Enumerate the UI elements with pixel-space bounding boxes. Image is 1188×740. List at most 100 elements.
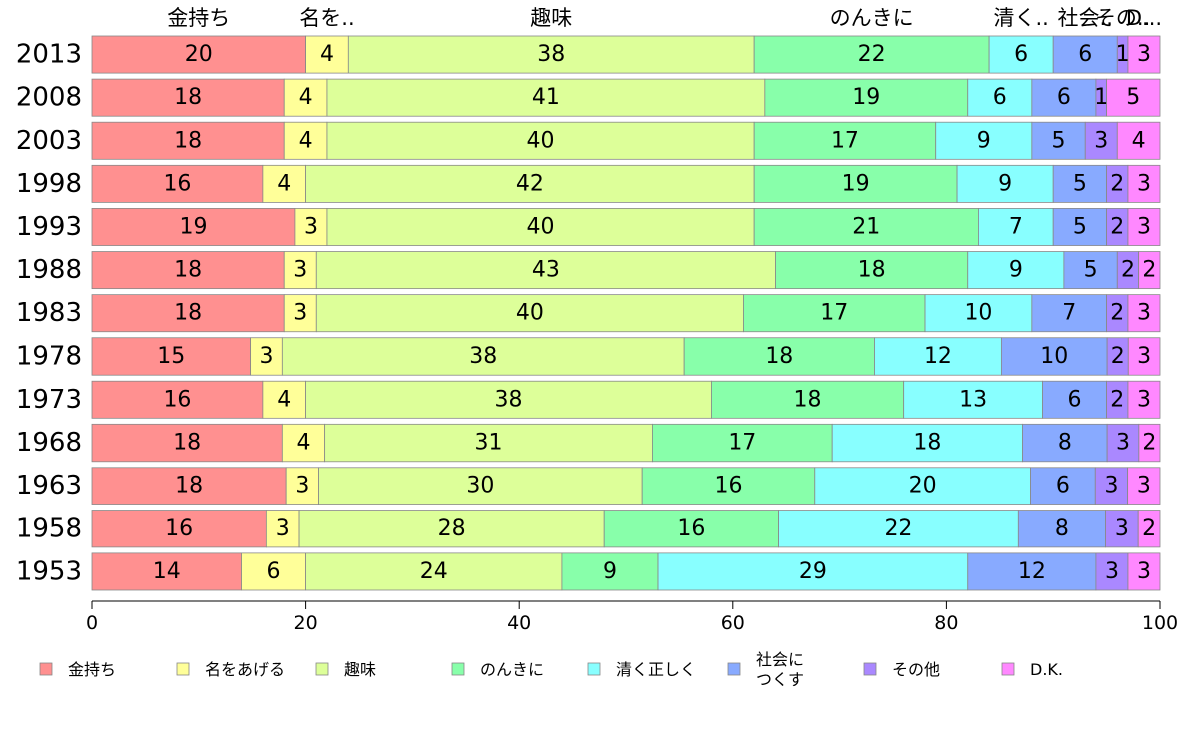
top-category-label: 趣味 [530, 6, 572, 30]
data-label: 22 [858, 42, 886, 67]
data-label: 3 [1116, 431, 1130, 456]
bar-segment [1127, 337, 1161, 376]
legend-swatch [587, 662, 601, 676]
legend-label: その他 [892, 660, 940, 679]
data-label: 3 [1137, 171, 1151, 196]
legend-label-line: 趣味 [344, 660, 376, 679]
bar-segment [753, 164, 958, 203]
data-label: 3 [304, 214, 318, 239]
legend-label-line: その他 [892, 660, 940, 679]
bar-segment [294, 208, 328, 246]
bar-segment [91, 35, 307, 74]
year-label: 1958 [16, 514, 82, 544]
bar-segment [1052, 35, 1118, 74]
bar-segment [641, 467, 816, 505]
bar-segment [711, 380, 905, 419]
legend-label: D.K. [1030, 660, 1063, 679]
bar-segment [326, 78, 766, 117]
data-label: 3 [1137, 301, 1151, 326]
data-label: 19 [852, 85, 880, 110]
bar-segment [1042, 380, 1108, 419]
bar-segment [1127, 208, 1161, 246]
data-label: 43 [532, 258, 560, 283]
bar-segment [285, 467, 319, 505]
data-label: 5 [1084, 258, 1098, 283]
bar-segment [764, 78, 969, 117]
data-label: 6 [1078, 42, 1092, 67]
bar-segment [1030, 467, 1096, 505]
bar-segment [1031, 78, 1097, 117]
year-label: 2013 [16, 40, 82, 70]
data-label: 4 [277, 171, 291, 196]
bar-segment [91, 467, 287, 505]
data-label: 9 [977, 128, 991, 153]
data-label: 2 [1110, 301, 1124, 326]
data-label: 38 [537, 42, 565, 67]
bar-segment [753, 35, 990, 74]
data-label: 20 [185, 42, 213, 67]
bar-segment [326, 121, 755, 160]
bar-segment [1052, 164, 1107, 203]
data-label: 16 [163, 171, 191, 196]
data-label: 10 [964, 301, 992, 326]
legend-swatch [39, 662, 53, 676]
data-label: 21 [852, 214, 880, 239]
bar-segment [1017, 510, 1106, 548]
x-tick-label: 60 [721, 612, 745, 634]
data-label: 3 [1137, 214, 1151, 239]
x-tick-label: 80 [934, 612, 958, 634]
bar-segment [657, 552, 969, 591]
data-label: 18 [174, 301, 202, 326]
data-label: 8 [1055, 516, 1069, 541]
data-label: 2 [1110, 171, 1124, 196]
bar-segment [298, 510, 605, 548]
data-label: 3 [1137, 344, 1151, 369]
data-label: 4 [277, 387, 291, 412]
data-label: 1 [1116, 42, 1130, 67]
data-label: 6 [993, 85, 1007, 110]
data-label: 38 [495, 387, 523, 412]
bar-segment [967, 78, 1033, 117]
data-label: 18 [174, 258, 202, 283]
bar-segment [753, 121, 937, 160]
legend-swatch [176, 662, 190, 676]
data-label: 3 [1137, 42, 1151, 67]
bar-segment [743, 294, 926, 333]
bar-segment [1127, 164, 1161, 203]
data-label: 18 [858, 258, 886, 283]
bar-segment [1106, 78, 1161, 117]
data-label: 5 [1073, 171, 1087, 196]
data-label: 3 [1137, 387, 1151, 412]
top-category-label: D... [1126, 6, 1162, 30]
bar-segment [305, 380, 712, 419]
bar-segment [283, 78, 328, 117]
year-label: 2003 [16, 126, 82, 156]
data-label: 2 [1121, 258, 1135, 283]
data-label: 20 [909, 474, 937, 499]
data-label: 41 [532, 85, 560, 110]
legend-label: 社会につくす [756, 650, 804, 689]
bar-segment [305, 35, 349, 74]
data-label: 9 [603, 559, 617, 584]
bar-segment [315, 294, 744, 333]
data-label: 4 [1132, 128, 1146, 153]
year-label: 1978 [16, 341, 82, 371]
bar-segment [652, 423, 833, 463]
data-label: 3 [1105, 559, 1119, 584]
data-label: 6 [1014, 42, 1028, 67]
year-label: 1953 [16, 556, 82, 586]
data-label: 4 [299, 85, 313, 110]
legend-label-line: 名をあげる [205, 660, 285, 679]
bar-segment [1138, 423, 1161, 463]
bar-segment [1031, 294, 1107, 333]
bar-segment [265, 510, 300, 548]
data-label: 6 [1056, 474, 1070, 499]
data-label: 2 [1142, 431, 1156, 456]
bar-segment [250, 337, 283, 376]
legend-swatch [315, 662, 329, 676]
legend-label: 清く正しく [616, 660, 696, 679]
bar-segment [874, 337, 1002, 376]
legend-label: 名をあげる [205, 660, 285, 679]
data-label: 3 [1104, 474, 1118, 499]
